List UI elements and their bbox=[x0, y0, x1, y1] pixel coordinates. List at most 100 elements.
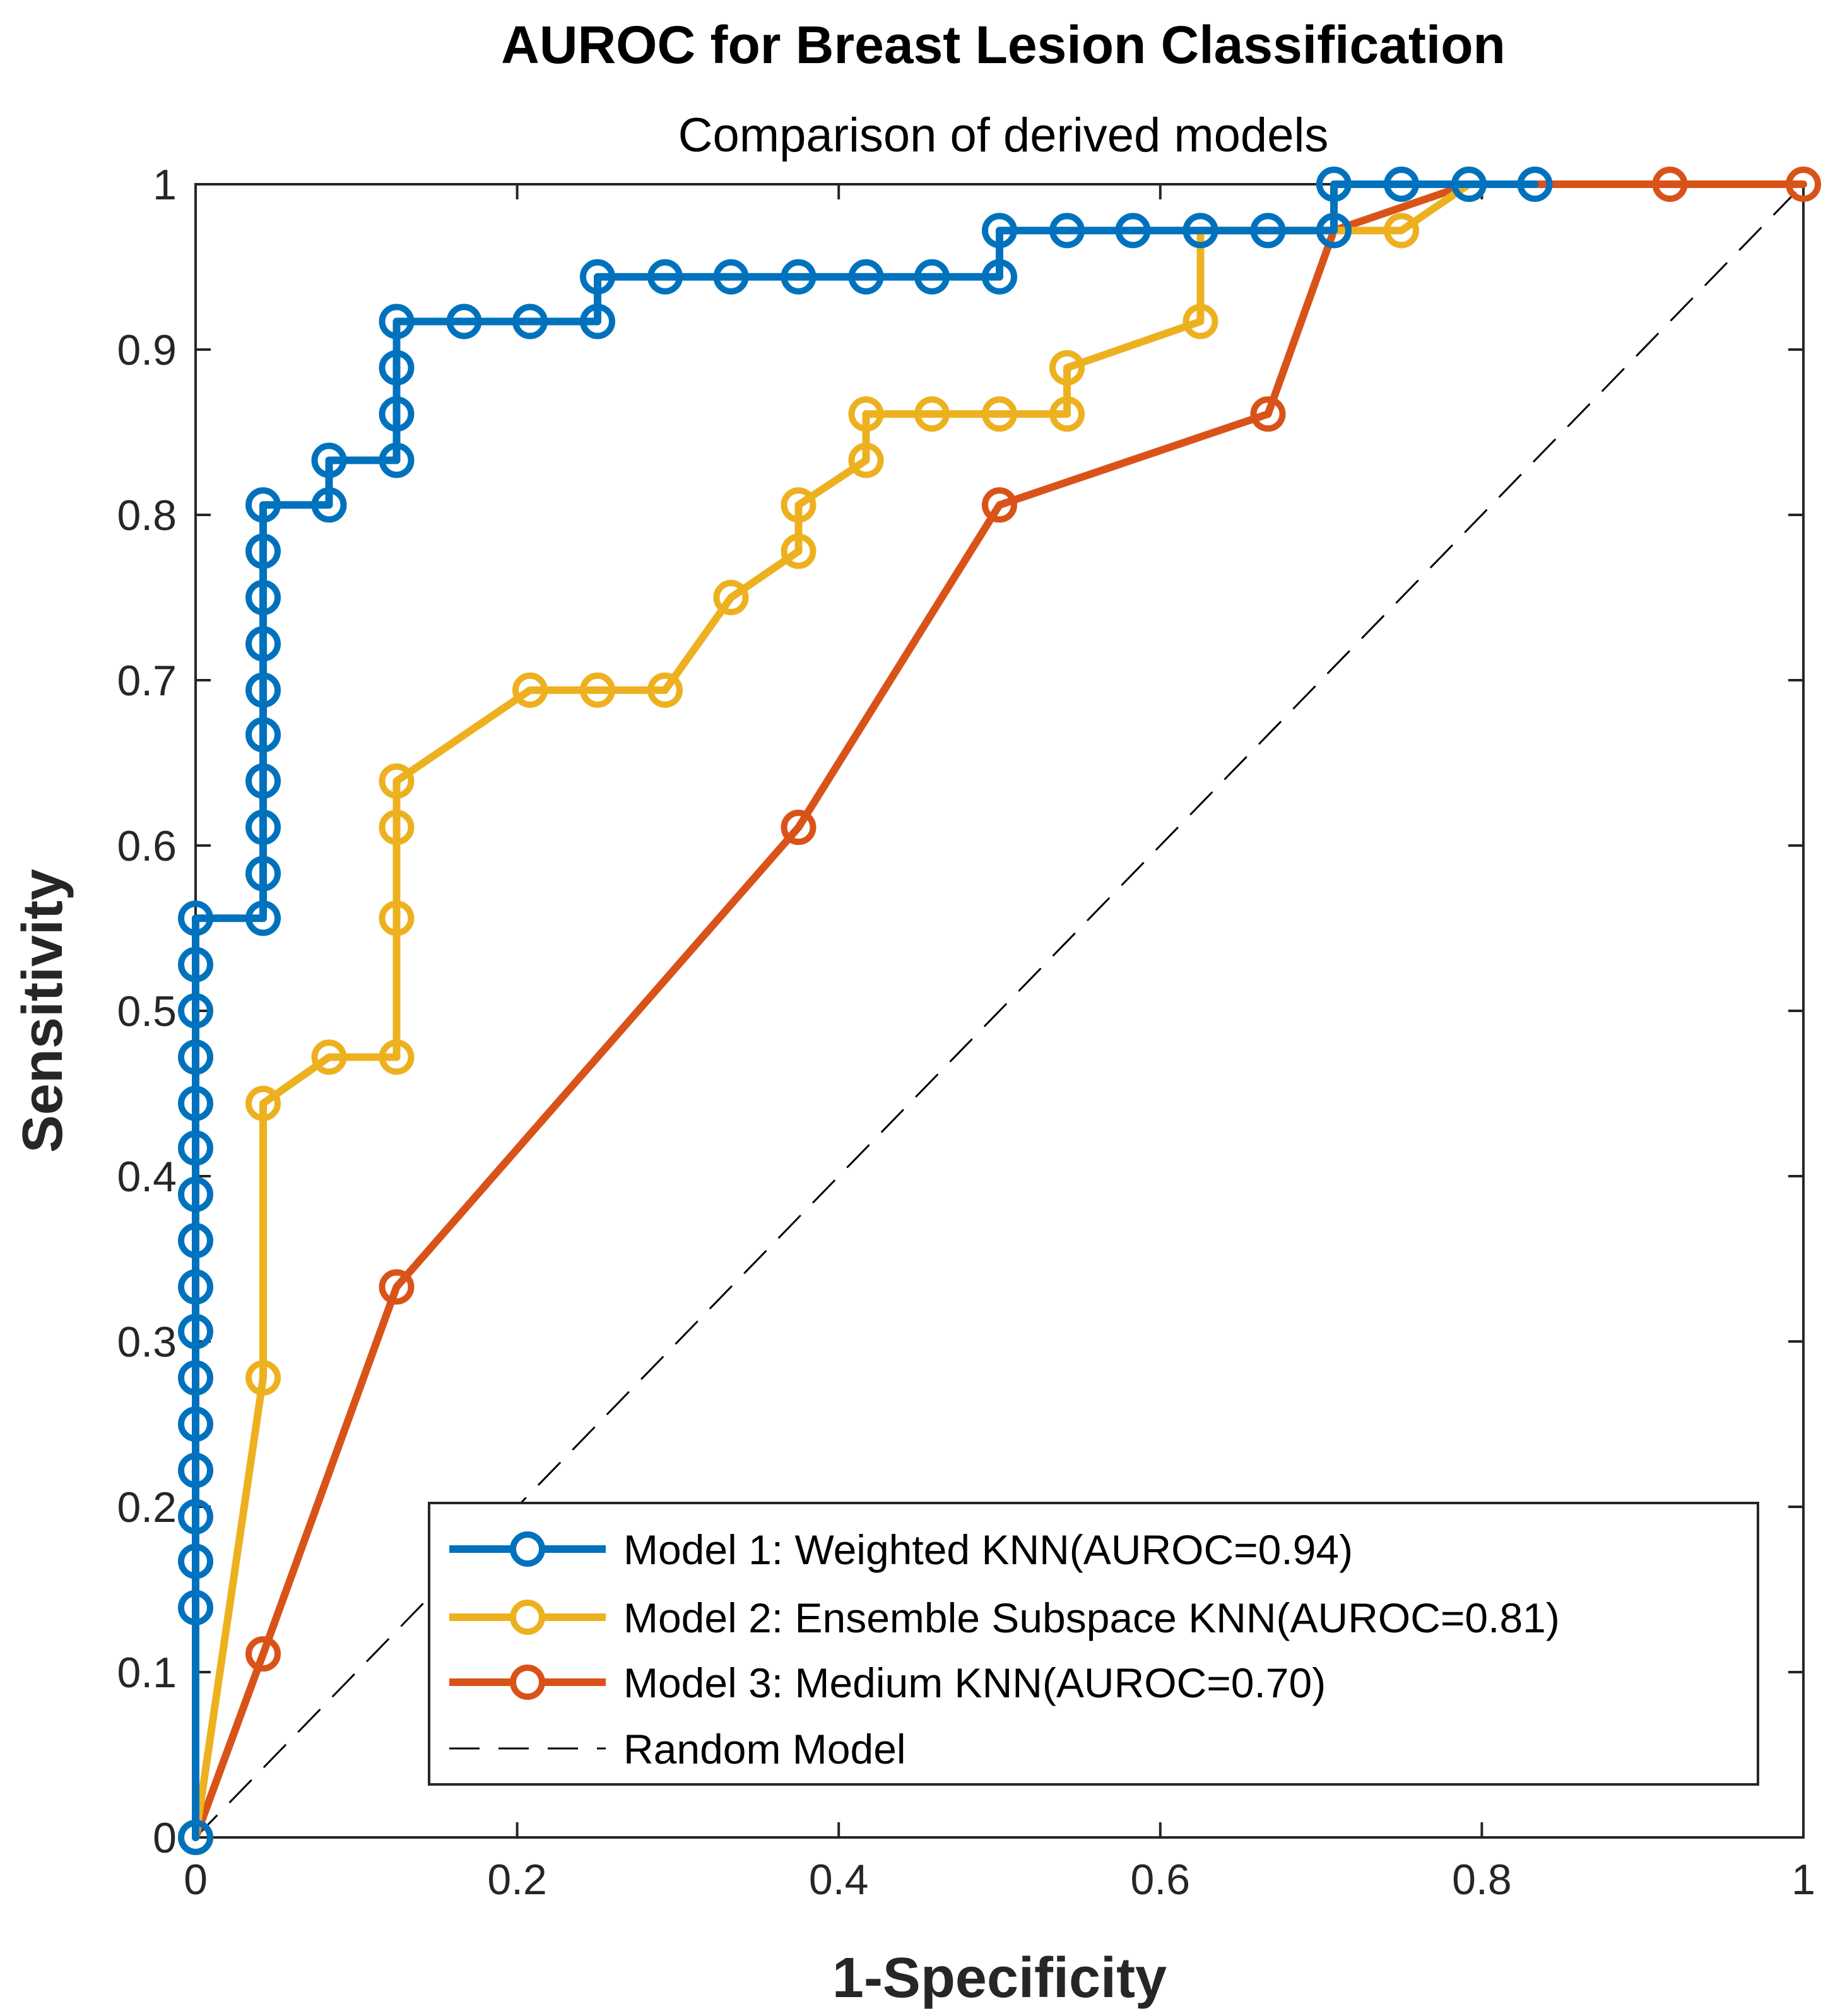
data-point bbox=[245, 1636, 281, 1672]
legend-label: Random Model bbox=[623, 1726, 906, 1772]
data-point bbox=[1115, 213, 1151, 249]
y-tick-label: 1 bbox=[153, 161, 177, 209]
data-point bbox=[178, 1589, 213, 1625]
data-point bbox=[1049, 213, 1085, 249]
data-point bbox=[1652, 167, 1688, 202]
data-point bbox=[311, 1039, 347, 1075]
legend-label: Model 2: Ensemble Subspace KNN(AUROC=0.8… bbox=[623, 1595, 1560, 1641]
data-point bbox=[1384, 213, 1419, 249]
data-point bbox=[781, 533, 817, 569]
data-point bbox=[178, 1543, 213, 1579]
data-point bbox=[781, 810, 817, 846]
data-point bbox=[848, 259, 884, 295]
data-point bbox=[379, 900, 415, 936]
data-point bbox=[982, 213, 1017, 249]
data-point bbox=[848, 442, 884, 478]
y-tick-label: 0.6 bbox=[117, 822, 177, 870]
y-axis-label: Sensitivity bbox=[11, 869, 74, 1153]
data-point bbox=[178, 993, 213, 1029]
y-tick-label: 0 bbox=[153, 1814, 177, 1862]
data-point bbox=[178, 1406, 213, 1442]
legend-label: Model 3: Medium KNN(AUROC=0.70) bbox=[623, 1659, 1326, 1706]
data-point bbox=[245, 672, 281, 708]
data-point bbox=[379, 1039, 415, 1075]
data-point bbox=[713, 259, 749, 295]
data-point bbox=[178, 1499, 213, 1535]
data-point bbox=[379, 763, 415, 799]
data-point bbox=[1049, 396, 1085, 432]
y-tick-label: 0.4 bbox=[117, 1153, 177, 1201]
data-point bbox=[713, 580, 749, 615]
data-point bbox=[1316, 213, 1352, 249]
data-point bbox=[379, 396, 415, 432]
data-point bbox=[1384, 167, 1419, 202]
data-point bbox=[178, 1820, 213, 1855]
data-point bbox=[178, 1453, 213, 1488]
x-axis-label: 1-Specificity bbox=[832, 1947, 1167, 2010]
data-point bbox=[245, 717, 281, 753]
legend-marker bbox=[510, 1600, 545, 1635]
data-point bbox=[178, 1314, 213, 1350]
y-tick-label: 0.2 bbox=[117, 1483, 177, 1531]
data-point bbox=[1517, 167, 1553, 202]
data-point bbox=[245, 856, 281, 892]
x-tick-label: 0.4 bbox=[809, 1856, 869, 1904]
data-point bbox=[580, 259, 615, 295]
x-tick-label: 0 bbox=[184, 1856, 208, 1904]
data-point bbox=[178, 1039, 213, 1075]
data-point bbox=[1182, 304, 1218, 339]
data-point bbox=[178, 1269, 213, 1305]
data-point bbox=[379, 1269, 415, 1305]
data-point bbox=[580, 304, 615, 339]
legend-item-4: Random Model bbox=[449, 1726, 906, 1772]
data-point bbox=[379, 304, 415, 339]
data-point bbox=[245, 810, 281, 846]
data-point bbox=[512, 304, 548, 339]
data-point bbox=[781, 259, 817, 295]
x-tick-label: 0.8 bbox=[1452, 1856, 1512, 1904]
legend: Model 1: Weighted KNN(AUROC=0.94) Model 2… bbox=[428, 1502, 1759, 1786]
random-model-line bbox=[194, 183, 1805, 1839]
data-point bbox=[1049, 350, 1085, 386]
y-axis-ticks: 0 0.1 0.2 0.3 0.4 0.5 0.6 0.7 0.8 0.9 1 bbox=[117, 161, 1803, 1862]
data-point bbox=[245, 487, 281, 523]
data-point bbox=[1250, 396, 1286, 432]
y-tick-label: 0.8 bbox=[117, 492, 177, 539]
data-point bbox=[914, 396, 950, 432]
data-point bbox=[245, 1085, 281, 1121]
data-point bbox=[178, 1176, 213, 1212]
legend-box bbox=[428, 1502, 1759, 1786]
x-tick-label: 0.2 bbox=[487, 1856, 547, 1904]
y-tick-label: 0.7 bbox=[117, 657, 177, 705]
y-tick-label: 0.1 bbox=[117, 1649, 177, 1697]
legend-marker bbox=[510, 1531, 545, 1567]
y-tick-label: 0.5 bbox=[117, 987, 177, 1035]
data-point bbox=[178, 900, 213, 936]
data-point bbox=[914, 259, 950, 295]
series-1 bbox=[178, 167, 1553, 1855]
x-tick-label: 1 bbox=[1791, 1856, 1815, 1904]
data-point bbox=[245, 533, 281, 569]
chart-title: AUROC for Breast Lesion Classification bbox=[501, 15, 1506, 74]
data-point bbox=[1316, 167, 1352, 202]
series-line bbox=[192, 180, 1473, 1841]
data-point bbox=[848, 396, 884, 432]
data-point bbox=[178, 1360, 213, 1396]
data-point bbox=[178, 1085, 213, 1121]
y-tick-label: 0.9 bbox=[117, 326, 177, 374]
series-layer bbox=[178, 167, 1821, 1855]
data-point bbox=[178, 946, 213, 982]
data-point bbox=[446, 304, 482, 339]
data-point bbox=[1182, 213, 1218, 249]
legend-label: Model 1: Weighted KNN(AUROC=0.94) bbox=[623, 1526, 1353, 1573]
data-point bbox=[178, 1223, 213, 1259]
legend-item-2: Model 2: Ensemble Subspace KNN(AUROC=0.8… bbox=[449, 1595, 1560, 1641]
series-4 bbox=[194, 183, 1805, 1839]
series-2 bbox=[178, 167, 1487, 1855]
y-tick-label: 0.3 bbox=[117, 1318, 177, 1366]
chart-subtitle: Comparison of derived models bbox=[678, 109, 1329, 162]
x-axis-ticks: 0 0.2 0.4 0.6 0.8 1 bbox=[184, 184, 1815, 1904]
data-point bbox=[580, 672, 615, 708]
data-point bbox=[1250, 213, 1286, 249]
data-point bbox=[245, 1360, 281, 1396]
